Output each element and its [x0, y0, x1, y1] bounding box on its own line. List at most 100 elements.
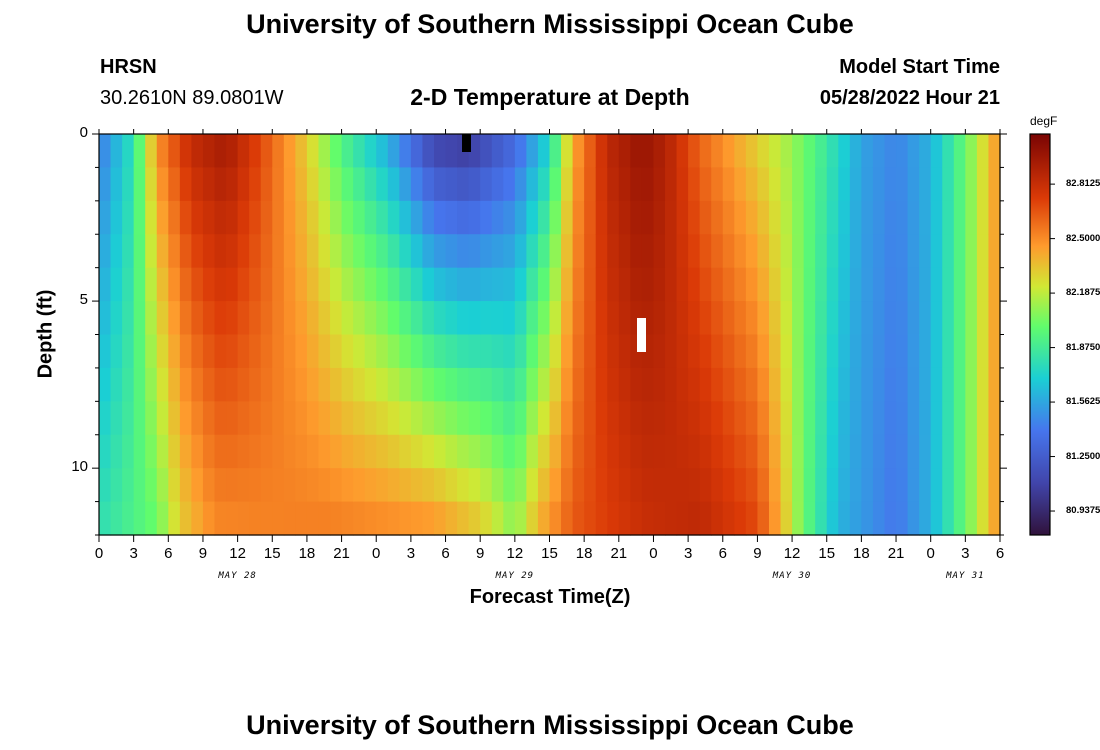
heatmap-cell	[503, 334, 516, 369]
heatmap-cell	[318, 501, 331, 536]
heatmap-cell	[99, 234, 112, 269]
heatmap-cell	[468, 167, 481, 202]
heatmap-cell	[110, 434, 123, 469]
heatmap-cell	[237, 367, 250, 402]
heatmap-cell	[156, 501, 169, 536]
heatmap-cell	[815, 200, 828, 235]
heatmap-cell	[457, 267, 470, 302]
heatmap-cell	[872, 234, 886, 269]
heatmap-cell	[145, 134, 158, 169]
heatmap-cell	[757, 434, 770, 469]
x-tick-label: 9	[198, 545, 208, 562]
heatmap-cell	[295, 134, 308, 169]
heatmap-cell	[145, 234, 158, 269]
heatmap-cell	[445, 167, 458, 202]
heatmap-cell	[526, 501, 539, 536]
heatmap-cell	[780, 401, 793, 436]
heatmap-cell	[665, 401, 678, 436]
heatmap-cell	[826, 167, 839, 202]
heatmap-cell	[514, 367, 527, 402]
heatmap-cell	[214, 134, 227, 169]
heatmap-cell	[353, 267, 366, 302]
heatmap-cell	[237, 334, 250, 369]
heatmap-cell	[711, 501, 724, 536]
heatmap-cell	[537, 134, 551, 169]
x-tick-label: 9	[753, 545, 762, 562]
heatmap-cell	[930, 301, 943, 336]
heatmap-cell	[872, 334, 886, 369]
heatmap-cell	[780, 334, 793, 369]
heatmap-cell	[306, 401, 320, 436]
heatmap-cell	[884, 501, 897, 536]
heatmap-cell	[757, 334, 770, 369]
heatmap-cell	[249, 501, 262, 536]
heatmap-cell	[803, 234, 816, 269]
heatmap-cell	[491, 434, 504, 469]
heatmap-cell	[630, 234, 643, 269]
heatmap-cell	[965, 501, 978, 536]
heatmap-cell	[457, 234, 470, 269]
heatmap-cell	[734, 167, 747, 202]
heatmap-cell	[110, 468, 123, 503]
heatmap-cell	[861, 367, 874, 402]
heatmap-cell	[491, 501, 504, 536]
heatmap-cell	[803, 167, 816, 202]
heatmap-cell	[849, 267, 862, 302]
heatmap-cell	[99, 334, 112, 369]
heatmap-cell	[387, 301, 400, 336]
heatmap-cell	[942, 334, 955, 369]
heatmap-cell	[988, 267, 1001, 302]
heatmap-cell	[930, 234, 943, 269]
heatmap-cell	[861, 501, 874, 536]
heatmap-cell	[249, 367, 262, 402]
heatmap-cell	[214, 434, 227, 469]
heatmap-cell	[653, 468, 666, 503]
heatmap-cell	[433, 367, 447, 402]
heatmap-cell	[122, 200, 135, 235]
heatmap-cell	[595, 267, 608, 302]
heatmap-cell	[745, 401, 759, 436]
heatmap-cell	[942, 301, 955, 336]
heatmap-cell	[341, 301, 354, 336]
heatmap-cell	[191, 134, 204, 169]
heatmap-cell	[410, 501, 424, 536]
heatmap-cell	[295, 434, 308, 469]
heatmap-cell	[503, 134, 516, 169]
heatmap-cell	[630, 468, 643, 503]
heatmap-cell	[214, 334, 227, 369]
heatmap-cell	[815, 501, 828, 536]
x-tick-label: 3	[406, 545, 416, 562]
heatmap-cell	[202, 367, 216, 402]
heatmap-cell	[168, 501, 181, 536]
heatmap-cell	[537, 301, 551, 336]
heatmap-cell	[99, 401, 112, 436]
heatmap-cell	[330, 468, 343, 503]
heatmap-cell	[260, 167, 273, 202]
heatmap-cell	[665, 501, 678, 536]
heatmap-cell	[433, 167, 447, 202]
heatmap-cell	[930, 334, 943, 369]
heatmap-cell	[595, 367, 608, 402]
heatmap-cell	[260, 200, 273, 235]
heatmap-cell	[514, 434, 527, 469]
heatmap-cell	[537, 367, 551, 402]
heatmap-cell	[815, 401, 828, 436]
heatmap-cell	[237, 134, 250, 169]
heatmap-cell	[168, 401, 181, 436]
heatmap-cell	[641, 234, 655, 269]
heatmap-cell	[838, 434, 851, 469]
heatmap-cell	[156, 134, 169, 169]
heatmap-cell	[896, 334, 909, 369]
heatmap-cell	[410, 334, 424, 369]
station-coords: 30.2610N 89.0801W	[100, 87, 284, 109]
heatmap-cell	[272, 434, 285, 469]
heatmap-cell	[491, 367, 504, 402]
heatmap-cell	[815, 134, 828, 169]
heatmap-cell	[618, 267, 631, 302]
heatmap-cell	[341, 468, 354, 503]
heatmap-cell	[387, 267, 400, 302]
heatmap-cell	[630, 434, 643, 469]
heatmap-cell	[676, 167, 689, 202]
x-tick-label: 6	[164, 545, 173, 562]
heatmap-cell	[295, 301, 308, 336]
